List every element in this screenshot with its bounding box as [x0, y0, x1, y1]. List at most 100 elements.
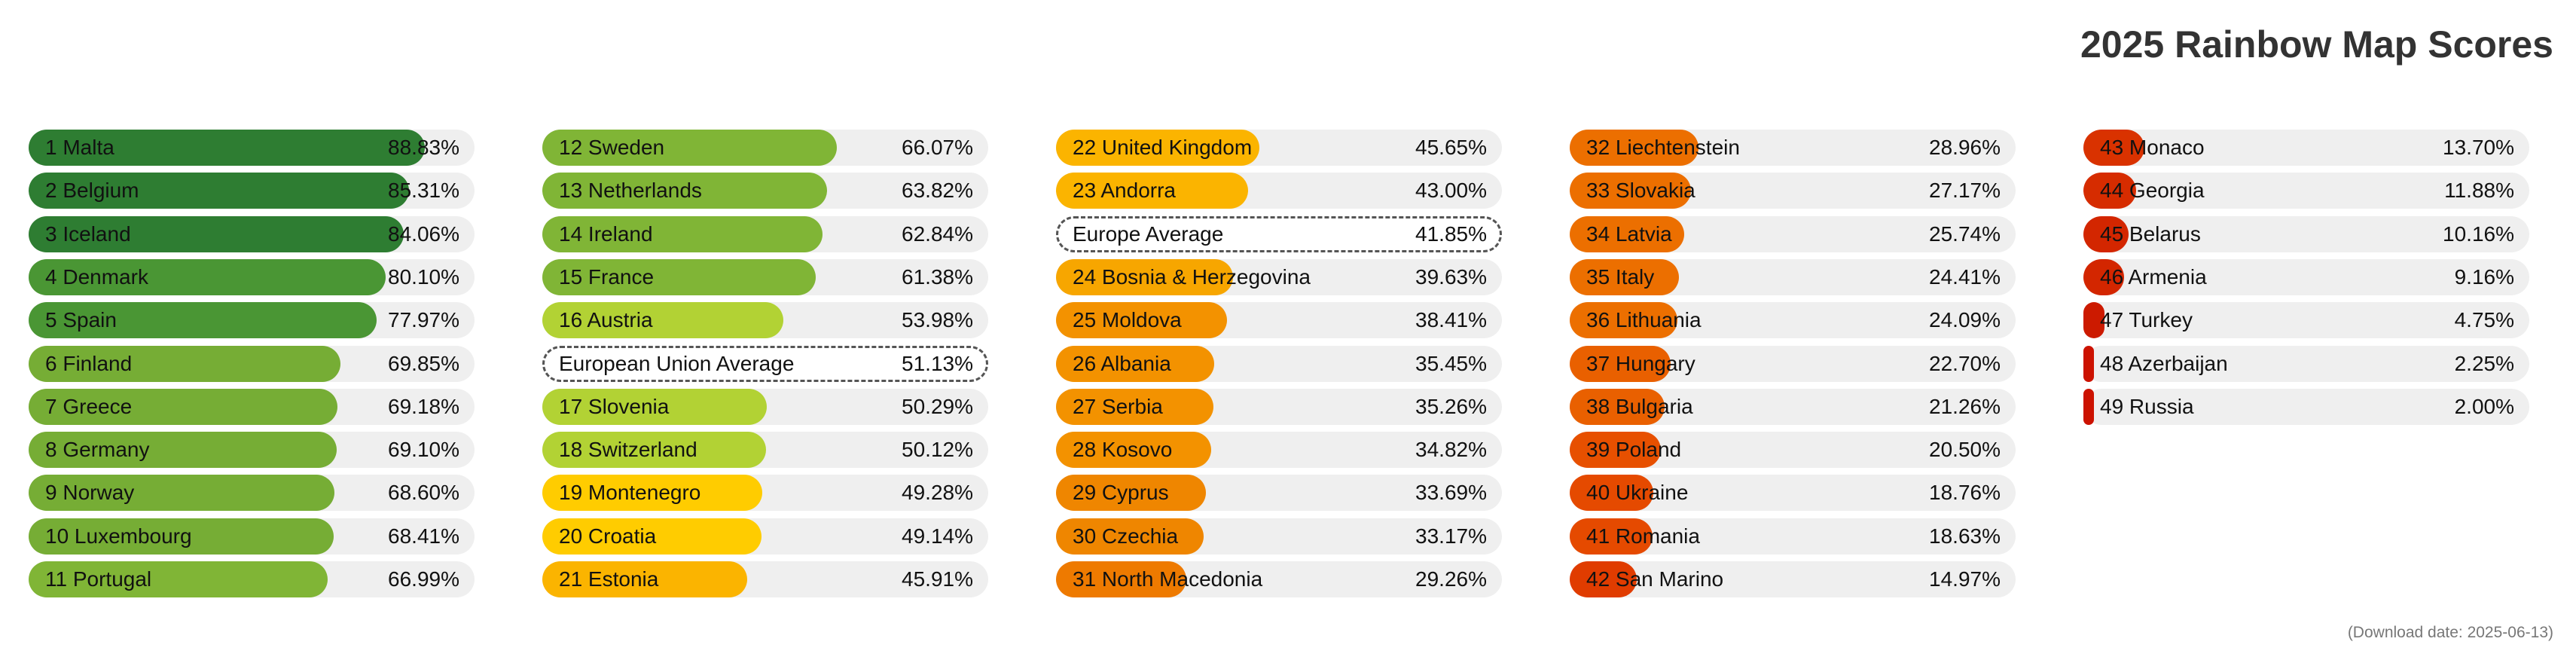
row-label: 33 Slovakia: [1586, 179, 1695, 203]
score-bar: [29, 173, 410, 209]
row-label: 21 Estonia: [559, 567, 659, 591]
score-bar: [1570, 345, 1671, 382]
row-label: 47 Turkey: [2100, 308, 2193, 332]
score-value: 50.29%: [902, 394, 973, 418]
score-value: 45.65%: [1415, 136, 1487, 159]
country-row: 43 Monaco 13.70%: [2083, 130, 2529, 166]
country-row: 12 Sweden 66.07%: [542, 130, 988, 166]
score-bar: [1570, 258, 1679, 295]
score-value: 33.17%: [1415, 524, 1487, 548]
country-row: 37 Hungary 22.70%: [1570, 345, 2016, 382]
score-bar: [1570, 518, 1653, 555]
country-row: 25 Moldova 38.41%: [1056, 302, 1502, 339]
score-bar: [2083, 258, 2125, 295]
country-row: 31 North Macedonia 29.26%: [1056, 561, 1502, 597]
score-value: 38.41%: [1415, 308, 1487, 332]
score-value: 80.10%: [388, 264, 459, 289]
row-label: 3 Iceland: [45, 222, 131, 246]
score-value: 4.75%: [2454, 308, 2514, 332]
score-bar: [542, 561, 747, 597]
row-label: 13 Netherlands: [559, 179, 702, 203]
score-value: 34.82%: [1415, 438, 1487, 462]
score-bar: [542, 215, 823, 252]
score-bar: [1570, 432, 1662, 469]
score-bar: [1056, 173, 1248, 209]
country-row: 17 Slovenia 50.29%: [542, 388, 988, 425]
country-row: 32 Liechtenstein 28.96%: [1570, 130, 2016, 166]
country-row: 29 Cyprus 33.69%: [1056, 475, 1502, 512]
row-label: 36 Lithuania: [1586, 308, 1702, 332]
score-bar: [29, 475, 335, 512]
row-label: 40 Ukraine: [1586, 481, 1689, 505]
score-value: 2.25%: [2454, 351, 2514, 375]
score-value: 50.12%: [902, 438, 973, 462]
country-row: 33 Slovakia 27.17%: [1570, 173, 2016, 209]
score-bar: [29, 388, 337, 425]
score-bar: [2083, 215, 2129, 252]
score-bar: [2083, 130, 2145, 166]
row-label: 31 North Macedonia: [1073, 567, 1263, 591]
score-bar: [1056, 130, 1260, 166]
score-bar: [29, 518, 334, 555]
score-value: 51.13%: [902, 351, 973, 375]
country-row: 40 Ukraine 18.76%: [1570, 475, 2016, 512]
score-value: 24.09%: [1929, 308, 2001, 332]
row-label: 32 Liechtenstein: [1586, 136, 1740, 159]
row-label: 26 Albania: [1073, 351, 1171, 375]
score-value: 69.85%: [388, 351, 459, 375]
score-value: 69.18%: [388, 394, 459, 418]
country-row: 6 Finland 69.85%: [29, 345, 475, 382]
country-row: 34 Latvia 25.74%: [1570, 215, 2016, 252]
score-value: 11.88%: [2444, 179, 2514, 203]
country-row: 30 Czechia 33.17%: [1056, 518, 1502, 555]
score-bar: [2083, 302, 2105, 339]
score-value: 84.06%: [388, 222, 459, 246]
score-bar: [1056, 345, 1214, 382]
country-row: 8 Germany 69.10%: [29, 432, 475, 469]
score-bar: [1570, 130, 1699, 166]
row-label: 48 Azerbaijan: [2100, 351, 2228, 375]
score-value: 24.41%: [1929, 264, 2001, 289]
score-bar: [29, 432, 337, 469]
score-bar: [542, 130, 838, 166]
score-bar: [542, 475, 762, 512]
score-bar: [29, 130, 425, 166]
row-label: 10 Luxembourg: [45, 524, 192, 548]
score-value: 9.16%: [2454, 264, 2514, 289]
row-label: 45 Belarus: [2100, 222, 2201, 246]
score-value: 27.17%: [1929, 179, 2001, 203]
score-bar: [542, 258, 816, 295]
score-bar: [1056, 432, 1212, 469]
country-row: 2 Belgium 85.31%: [29, 173, 475, 209]
average-outline: [542, 345, 988, 382]
row-label: 9 Norway: [45, 481, 135, 505]
score-bar: [29, 302, 377, 339]
row-label: 20 Croatia: [559, 524, 657, 548]
average-row: Europe Average 41.85%: [1056, 215, 1502, 252]
score-bar: [1056, 475, 1207, 512]
score-value: 85.31%: [388, 179, 459, 203]
country-row: 44 Georgia 11.88%: [2083, 173, 2529, 209]
country-row: 18 Switzerland 50.12%: [542, 432, 988, 469]
country-row: 48 Azerbaijan 2.25%: [2083, 345, 2529, 382]
row-label: 44 Georgia: [2100, 179, 2205, 203]
row-label: 35 Italy: [1586, 264, 1655, 289]
country-row: 46 Armenia 9.16%: [2083, 258, 2529, 295]
row-label: 8 Germany: [45, 438, 150, 462]
score-value: 35.26%: [1415, 394, 1487, 418]
row-label: 34 Latvia: [1586, 222, 1672, 246]
score-bar: [1056, 518, 1204, 555]
country-row: 15 France 61.38%: [542, 258, 988, 295]
score-bar: [1056, 388, 1213, 425]
average-row: European Union Average 51.13%: [542, 345, 988, 382]
row-label: 6 Finland: [45, 351, 133, 375]
score-value: 21.26%: [1929, 394, 2001, 418]
score-value: 69.10%: [388, 438, 459, 462]
country-row: 16 Austria 53.98%: [542, 302, 988, 339]
row-label: 30 Czechia: [1073, 524, 1179, 548]
row-label: European Union Average: [559, 351, 795, 375]
row-label: 22 United Kingdom: [1073, 136, 1253, 159]
score-value: 49.14%: [902, 524, 973, 548]
row-label: 27 Serbia: [1073, 394, 1163, 418]
score-bar: [1056, 561, 1187, 597]
